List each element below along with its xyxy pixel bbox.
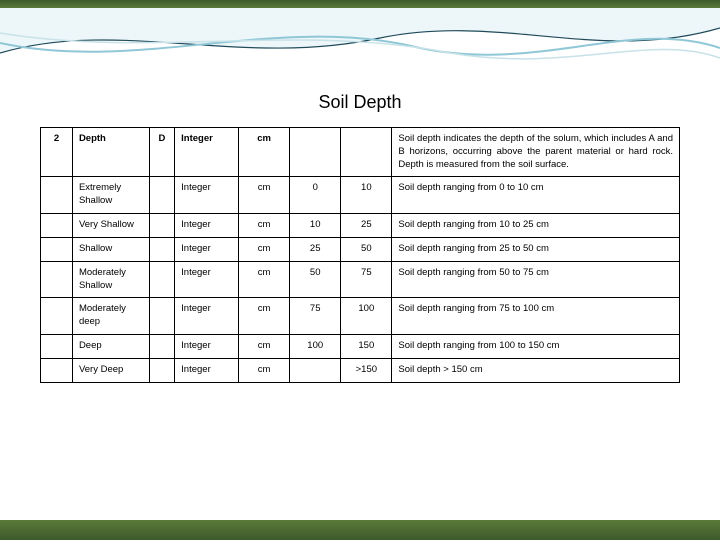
cell-unit: cm (239, 237, 290, 261)
header-type: Integer (175, 128, 239, 177)
cell-unit: cm (239, 334, 290, 358)
cell-unit: cm (239, 177, 290, 214)
cell-code (149, 358, 175, 382)
header-desc: Soil depth indicates the depth of the so… (392, 128, 680, 177)
cell-index (41, 214, 73, 238)
wave-decoration (0, 8, 720, 73)
cell-name: Very Deep (72, 358, 149, 382)
cell-min: 25 (290, 237, 341, 261)
header-max (341, 128, 392, 177)
cell-desc: Soil depth > 150 cm (392, 358, 680, 382)
cell-index (41, 334, 73, 358)
cell-index (41, 261, 73, 298)
cell-desc: Soil depth ranging from 50 to 75 cm (392, 261, 680, 298)
cell-max: 25 (341, 214, 392, 238)
table-row: Very Shallow Integercm1025Soil depth rang… (41, 214, 680, 238)
cell-name: Extremely Shallow (72, 177, 149, 214)
cell-index (41, 298, 73, 335)
cell-min: 0 (290, 177, 341, 214)
page-title: Soil Depth (40, 92, 680, 113)
cell-unit: cm (239, 298, 290, 335)
table-row: Extremely Shallow Integercm010Soil depth … (41, 177, 680, 214)
cell-unit: cm (239, 358, 290, 382)
cell-max: 50 (341, 237, 392, 261)
table-header-row: 2DepthDIntegercm Soil depth indicates the… (41, 128, 680, 177)
cell-code (149, 177, 175, 214)
cell-type: Integer (175, 177, 239, 214)
cell-name: Moderately Shallow (72, 261, 149, 298)
cell-max: >150 (341, 358, 392, 382)
cell-type: Integer (175, 298, 239, 335)
bottom-strip (0, 520, 720, 540)
cell-type: Integer (175, 358, 239, 382)
cell-max: 75 (341, 261, 392, 298)
table-row: Moderately Shallow Integercm5075Soil dept… (41, 261, 680, 298)
cell-code (149, 237, 175, 261)
cell-unit: cm (239, 214, 290, 238)
cell-index (41, 177, 73, 214)
header-name: Depth (72, 128, 149, 177)
table-row: Shallow Integercm2550Soil depth ranging f… (41, 237, 680, 261)
cell-min: 75 (290, 298, 341, 335)
header-unit: cm (239, 128, 290, 177)
table-row: Moderately deep Integercm75100Soil depth … (41, 298, 680, 335)
cell-code (149, 261, 175, 298)
cell-type: Integer (175, 214, 239, 238)
cell-type: Integer (175, 237, 239, 261)
cell-name: Deep (72, 334, 149, 358)
table-row: Deep Integercm100150Soil depth ranging fr… (41, 334, 680, 358)
top-strip (0, 0, 720, 8)
header-index: 2 (41, 128, 73, 177)
header-min (290, 128, 341, 177)
table-row: Very Deep Integercm >150Soil depth > 150 c… (41, 358, 680, 382)
cell-desc: Soil depth ranging from 100 to 150 cm (392, 334, 680, 358)
cell-desc: Soil depth ranging from 25 to 50 cm (392, 237, 680, 261)
cell-max: 100 (341, 298, 392, 335)
cell-min: 50 (290, 261, 341, 298)
cell-min: 10 (290, 214, 341, 238)
cell-code (149, 298, 175, 335)
cell-desc: Soil depth ranging from 0 to 10 cm (392, 177, 680, 214)
cell-unit: cm (239, 261, 290, 298)
header-code: D (149, 128, 175, 177)
cell-max: 150 (341, 334, 392, 358)
soil-depth-table: 2DepthDIntegercmSoil depth indicates the… (40, 127, 680, 383)
content-area: Soil Depth 2DepthDIntegercmSoil depth in… (0, 80, 720, 520)
cell-code (149, 334, 175, 358)
cell-name: Moderately deep (72, 298, 149, 335)
cell-max: 10 (341, 177, 392, 214)
cell-name: Very Shallow (72, 214, 149, 238)
cell-index (41, 237, 73, 261)
cell-type: Integer (175, 334, 239, 358)
cell-code (149, 214, 175, 238)
cell-desc: Soil depth ranging from 75 to 100 cm (392, 298, 680, 335)
cell-min: 100 (290, 334, 341, 358)
cell-min (290, 358, 341, 382)
cell-desc: Soil depth ranging from 10 to 25 cm (392, 214, 680, 238)
cell-name: Shallow (72, 237, 149, 261)
cell-type: Integer (175, 261, 239, 298)
cell-index (41, 358, 73, 382)
